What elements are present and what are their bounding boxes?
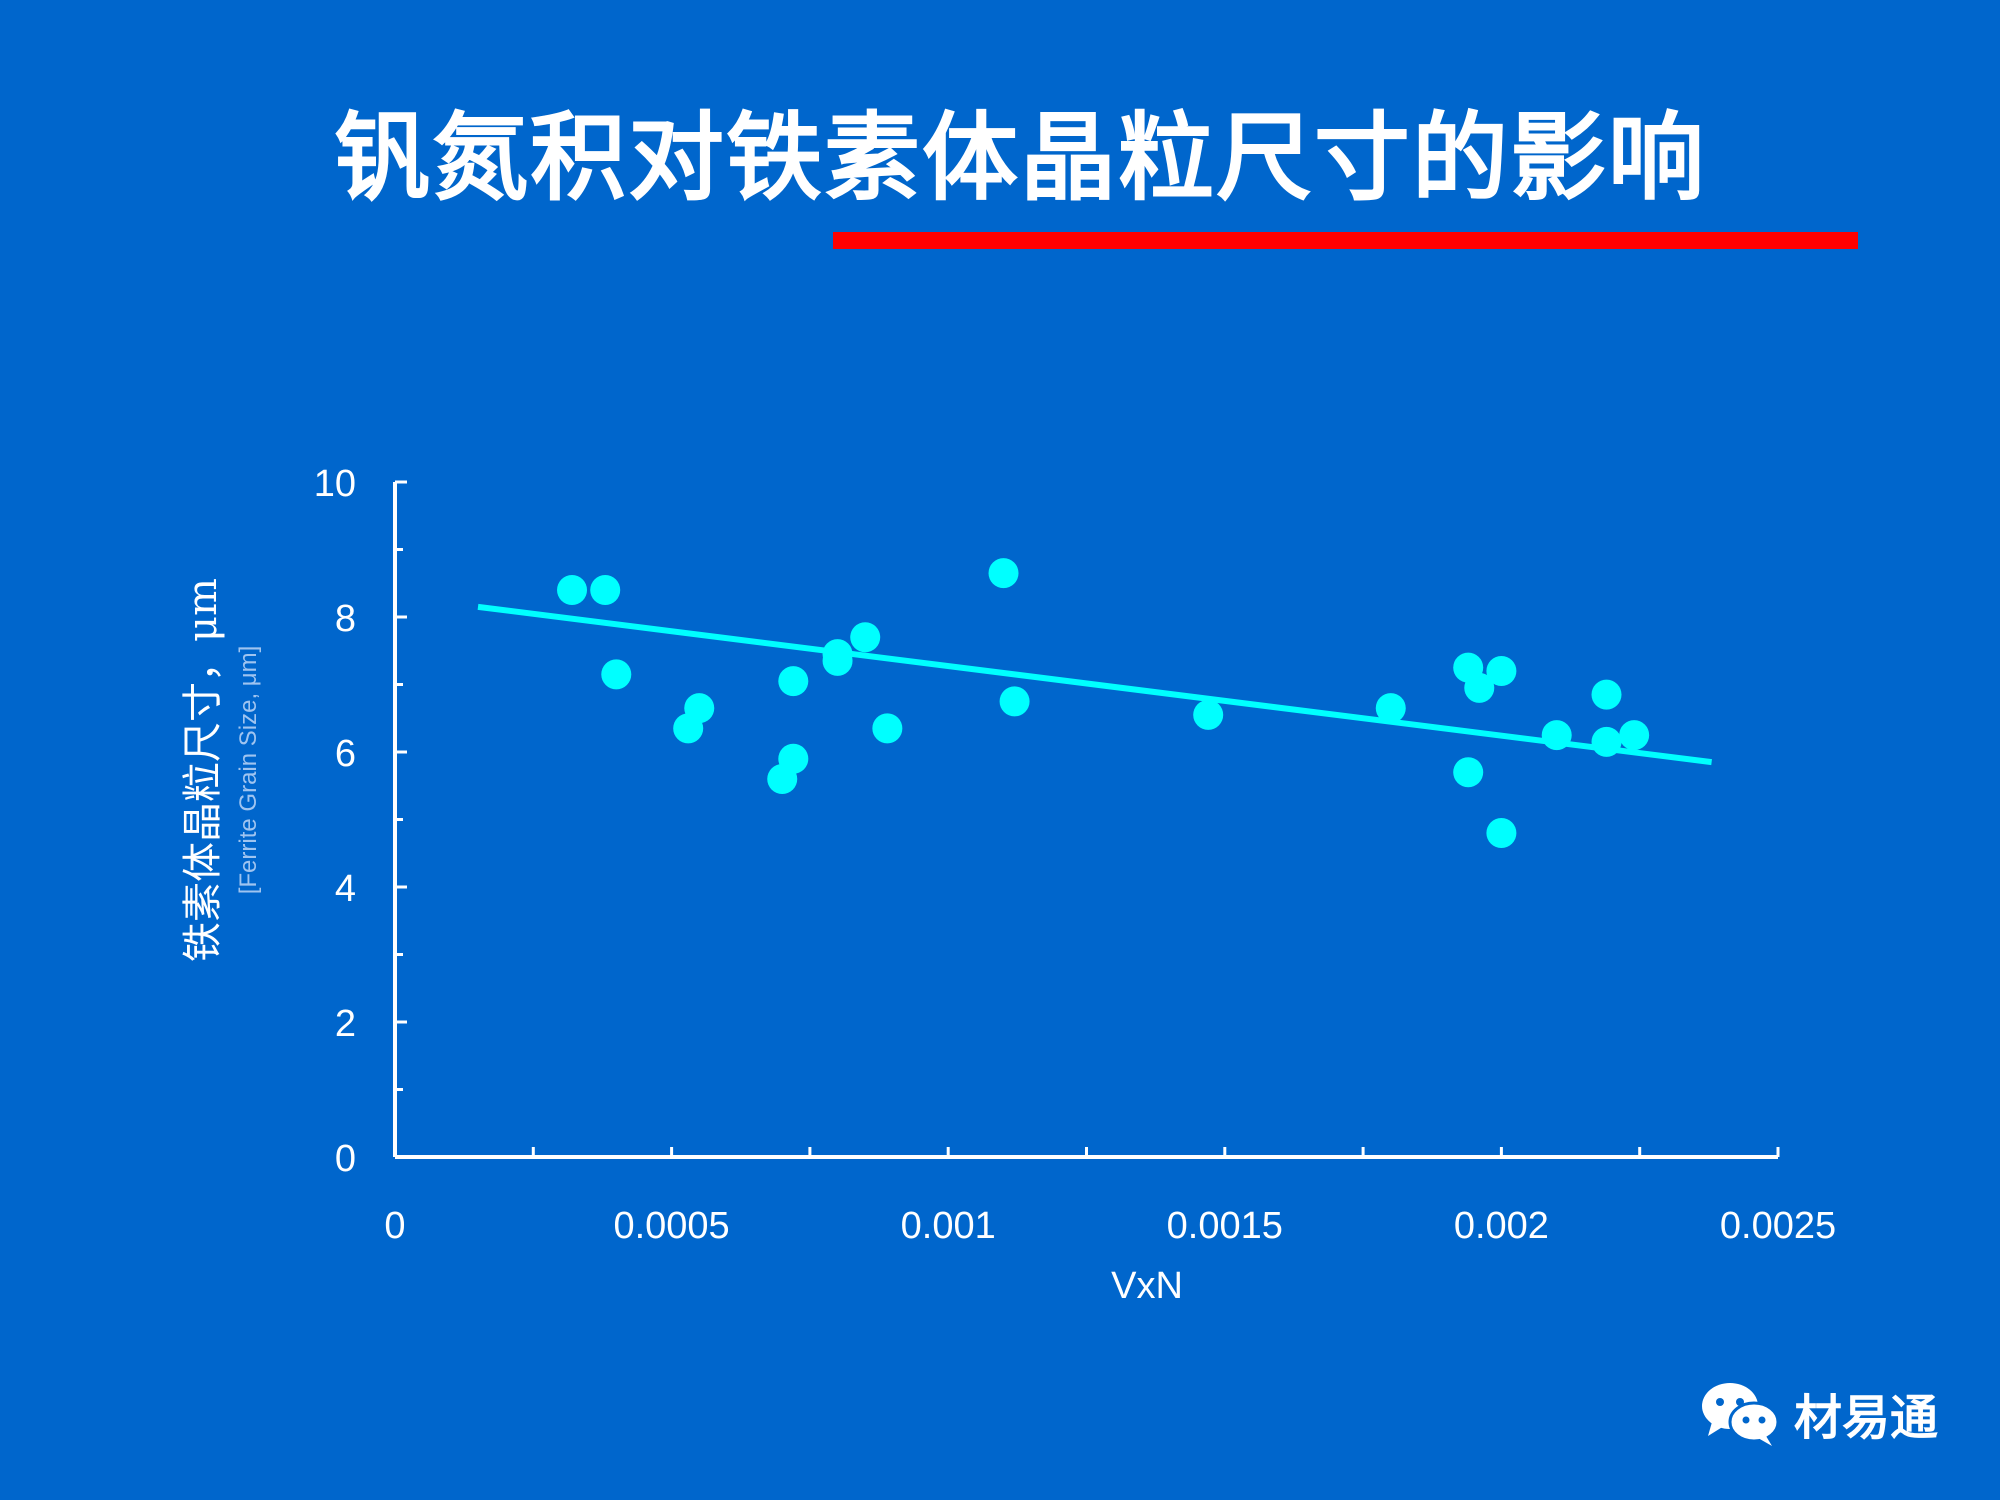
scatter-point	[1486, 818, 1517, 848]
scatter-point	[1193, 699, 1224, 730]
chart-trend	[477, 603, 1712, 766]
scatter-point	[557, 575, 588, 605]
scatter-point	[778, 743, 809, 774]
scatter-point	[601, 659, 632, 690]
scatter-point	[1541, 720, 1572, 751]
chart-points	[557, 558, 1650, 848]
y-tick-label: 6	[335, 733, 356, 775]
x-tick-label: 0.0005	[613, 1205, 729, 1247]
scatter-point	[1464, 672, 1495, 703]
y-tick-label: 8	[335, 598, 356, 640]
x-axis-label: VxN	[1111, 1265, 1183, 1307]
scatter-point	[872, 713, 903, 744]
watermark-text: 材易通	[1794, 1390, 1939, 1446]
scatter-point	[1375, 693, 1406, 724]
x-tick-label: 0.0025	[1720, 1205, 1836, 1247]
y-tick-label: 0	[335, 1138, 356, 1180]
scatter-point	[1591, 726, 1622, 757]
scatter-point	[822, 639, 853, 670]
y-axis-sublabel: [Ferrite Grain Size, μm]	[235, 646, 262, 895]
x-tick-label: 0.002	[1454, 1205, 1549, 1247]
y-axis-label: 铁素体晶粒尺寸，μm	[180, 578, 226, 962]
wechat-icon	[1702, 1383, 1780, 1446]
slide-title: 钒氮积对铁素体晶粒尺寸的影响	[334, 101, 1706, 214]
scatter-point	[1453, 757, 1484, 788]
scatter-point	[999, 686, 1030, 717]
scatter-point	[684, 693, 715, 724]
scatter-point	[778, 666, 809, 697]
trend-line	[477, 603, 1712, 766]
x-tick-label: 0	[384, 1205, 405, 1247]
x-tick-label: 0.0015	[1167, 1205, 1283, 1247]
watermark: 材易通	[1698, 1378, 1938, 1448]
x-tick-label: 0.001	[901, 1205, 996, 1247]
scatter-point	[590, 575, 621, 605]
scatter-point	[850, 622, 881, 653]
scatter-point	[1619, 720, 1650, 751]
scatter-point	[1591, 679, 1622, 710]
scatter-point	[988, 558, 1019, 589]
y-tick-label: 4	[335, 868, 356, 910]
title-underline	[833, 232, 1858, 249]
y-tick-label: 10	[314, 463, 356, 505]
chart-ticks: 0 0.0005 0.001 0.0015 0.002 0.0025 0 2 4 6 8 10	[314, 463, 1836, 1247]
scatter-point	[1486, 656, 1517, 686]
y-tick-label: 2	[335, 1003, 356, 1045]
